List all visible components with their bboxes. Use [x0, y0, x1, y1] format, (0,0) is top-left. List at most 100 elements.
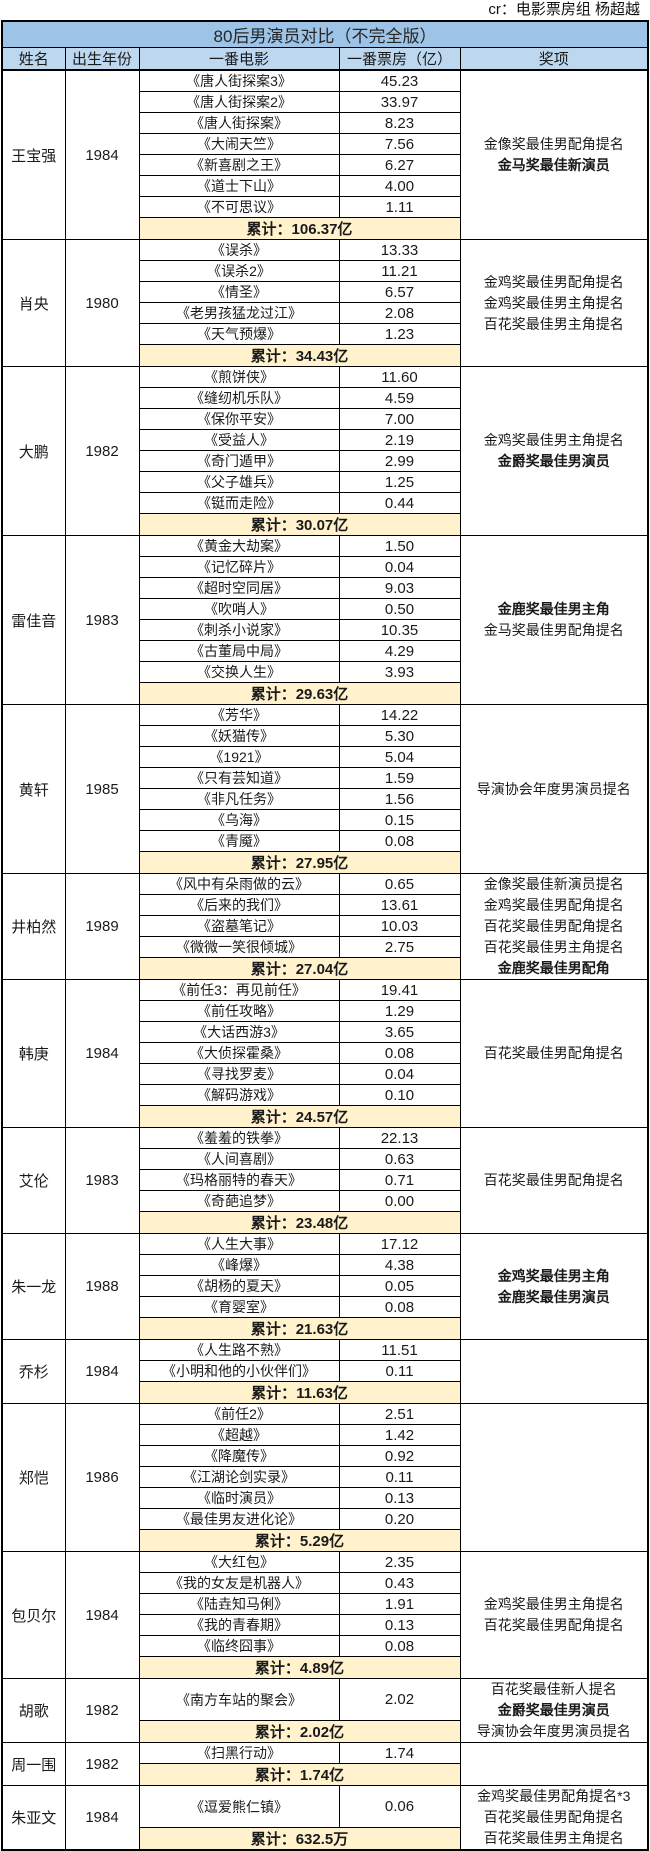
movie-title: 《玛格丽特的春天》 — [138, 1169, 340, 1191]
movie-gross: 0.08 — [338, 1042, 461, 1064]
actor-name: 肖央 — [1, 239, 66, 367]
movie-row: 《妖猫传》 5.30 — [2, 725, 648, 747]
movie-gross: 4.00 — [338, 175, 461, 197]
movie-title: 《羞羞的铁拳》 — [138, 1127, 340, 1149]
award-line: 金鸡奖最佳男主角提名 — [483, 1596, 624, 1612]
movie-gross: 0.15 — [338, 809, 461, 831]
movie-title: 《风中有朵雨做的云》 — [138, 873, 340, 895]
movie-gross: 0.10 — [338, 1084, 461, 1106]
movie-title: 《临时演员》 — [138, 1487, 340, 1509]
movie-title: 《铤而走险》 — [138, 492, 340, 514]
movie-gross: 33.97 — [338, 91, 461, 113]
award-line: 导演协会年度男演员提名 — [476, 780, 631, 797]
total-row: 累计：24.57亿 — [2, 1105, 648, 1128]
actors-tbody: 王宝强 1984 《唐人街探案3》 45.23 金像奖最佳男配角提名 金马奖最佳新演员 《唐… — [1, 69, 649, 1851]
movie-gross: 0.08 — [338, 1635, 461, 1657]
movie-title: 《最佳男友进化论》 — [138, 1508, 340, 1530]
movie-row: 《古董局中局》 4.29 — [2, 640, 648, 662]
movie-title: 《唐人街探案2》 — [138, 91, 340, 113]
award-line: 金鸡奖最佳男配角提名 — [483, 273, 624, 290]
movie-title: 《人间喜剧》 — [138, 1148, 340, 1170]
award-line: 金鸡奖最佳男配角提名*3 — [477, 1788, 631, 1804]
award-line: 百花奖最佳男配角提名 — [483, 918, 624, 934]
award-line: 金像奖最佳新演员提名 — [483, 876, 624, 892]
table-title: 80后男演员对比（不完全版） — [1, 20, 649, 48]
award-line: 导演协会年度男演员提名 — [476, 1723, 631, 1739]
movie-title: 《误杀2》 — [138, 260, 340, 282]
movie-gross: 11.51 — [338, 1339, 461, 1361]
movie-title: 《奇葩追梦》 — [138, 1190, 340, 1212]
award-line: 百花奖最佳男配角提名 — [483, 1045, 624, 1061]
movie-title: 《育婴室》 — [138, 1296, 340, 1318]
movie-row: 《前任攻略》 1.29 — [2, 1000, 648, 1022]
actor-birth-year: 1983 — [64, 535, 140, 705]
total-row: 累计：27.95亿 — [2, 851, 648, 874]
movie-title: 《大侦探霍桑》 — [138, 1042, 340, 1064]
movie-title: 《1921》 — [138, 746, 340, 768]
movie-row: 《青魇》 0.08 — [2, 830, 648, 852]
movie-row: 雷佳音 1983 《黄金大劫案》 1.50 金鹿奖最佳男主角 金马奖最佳男配角提名 — [1, 535, 649, 705]
movie-row: 乔杉 1984 《人生路不熟》 11.51 — [1, 1339, 649, 1404]
movie-gross: 6.27 — [338, 154, 461, 176]
movie-row: 《临时演员》 0.13 — [2, 1487, 648, 1509]
movie-row: 韩庚 1984 《前任3：再见前任》 19.41 百花奖最佳男配角提名 — [1, 979, 649, 1128]
actor-birth-year: 1982 — [64, 1742, 140, 1786]
movie-title: 《解码游戏》 — [138, 1084, 340, 1106]
actor-total: 累计：34.43亿 — [138, 344, 461, 367]
movie-gross: 10.03 — [338, 915, 461, 937]
actor-birth-year: 1983 — [64, 1127, 140, 1234]
actor-awards — [459, 1742, 649, 1786]
movie-title: 《保你平安》 — [138, 408, 340, 430]
movie-title: 《交换人生》 — [138, 661, 340, 683]
movie-gross: 2.19 — [338, 429, 461, 451]
movie-gross: 4.38 — [338, 1254, 461, 1276]
actor-total: 累计：29.63亿 — [138, 682, 461, 705]
movie-row: 《保你平安》 7.00 — [2, 408, 648, 430]
movie-gross: 0.20 — [338, 1508, 461, 1530]
movie-row: 《最佳男友进化论》 0.20 — [2, 1508, 648, 1530]
actor-total: 累计：1.74亿 — [138, 1763, 461, 1786]
movie-title: 《前任攻略》 — [138, 1000, 340, 1022]
actor-name: 乔杉 — [1, 1339, 66, 1404]
movie-gross: 3.93 — [338, 661, 461, 683]
col-header-name: 姓名 — [1, 47, 66, 71]
movie-title: 《临终囧事》 — [138, 1635, 340, 1657]
actor-name: 郑恺 — [1, 1403, 66, 1552]
movie-title: 《我的女友是机器人》 — [138, 1572, 340, 1594]
movie-gross: 0.04 — [338, 556, 461, 578]
movie-gross: 0.13 — [338, 1487, 461, 1509]
actor-name: 艾伦 — [1, 1127, 66, 1234]
award-line: 百花奖最佳男主角提名 — [483, 1830, 624, 1846]
movie-title: 《南方车站的聚会》 — [138, 1678, 340, 1721]
movie-title: 《我的青春期》 — [138, 1614, 340, 1636]
credit-line: cr：电影票房组 杨超越 — [488, 1, 640, 18]
movie-gross: 2.51 — [338, 1403, 461, 1425]
award-line: 百花奖最佳男配角提名 — [483, 1617, 624, 1633]
movie-row: 《临终囧事》 0.08 — [2, 1635, 648, 1657]
movie-row: 郑恺 1986 《前任2》 2.51 — [1, 1403, 649, 1552]
movie-gross: 0.43 — [338, 1572, 461, 1594]
movie-gross: 1.25 — [338, 471, 461, 493]
actor-name: 井柏然 — [1, 873, 66, 980]
movie-gross: 5.30 — [338, 725, 461, 747]
movie-row: 朱亚文 1984 《逗爱熊仁镇》 0.06 金鸡奖最佳男配角提名*3 百花奖最佳男配角提名… — [1, 1785, 649, 1851]
total-row: 累计：23.48亿 — [2, 1211, 648, 1234]
actor-total: 累计：24.57亿 — [138, 1105, 461, 1128]
movie-title: 《盗墓笔记》 — [138, 915, 340, 937]
total-row: 累计：29.63亿 — [2, 682, 648, 705]
movie-title: 《前任3：再见前任》 — [138, 979, 340, 1001]
movie-title: 《吹哨人》 — [138, 598, 340, 620]
table-head: 80后男演员对比（不完全版） 姓名 出生年份 一番电影 一番票房（亿） 奖项 — [1, 20, 649, 71]
actor-total: 累计：11.63亿 — [138, 1381, 461, 1404]
movie-gross: 2.99 — [338, 450, 461, 472]
actor-awards: 百花奖最佳男配角提名 — [459, 979, 649, 1128]
movie-gross: 4.29 — [338, 640, 461, 662]
actor-total: 累计：27.95亿 — [138, 851, 461, 874]
movie-title: 《峰爆》 — [138, 1254, 340, 1276]
movie-gross: 0.92 — [338, 1445, 461, 1467]
award-line: 百花奖最佳男主角提名 — [483, 939, 624, 955]
movie-row: 《盗墓笔记》 10.03 — [2, 915, 648, 937]
award-line: 金鸡奖最佳男主角 — [497, 1267, 610, 1284]
movie-row: 黄轩 1985 《芳华》 14.22 导演协会年度男演员提名 — [1, 704, 649, 874]
movie-gross: 11.21 — [338, 260, 461, 282]
